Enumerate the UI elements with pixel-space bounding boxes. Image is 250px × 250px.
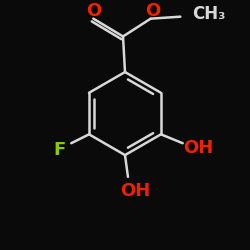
- Text: CH₃: CH₃: [192, 5, 226, 23]
- Text: OH: OH: [184, 139, 214, 157]
- Text: O: O: [86, 2, 101, 20]
- Text: O: O: [145, 2, 160, 20]
- Text: F: F: [53, 141, 66, 159]
- Text: OH: OH: [120, 182, 150, 200]
